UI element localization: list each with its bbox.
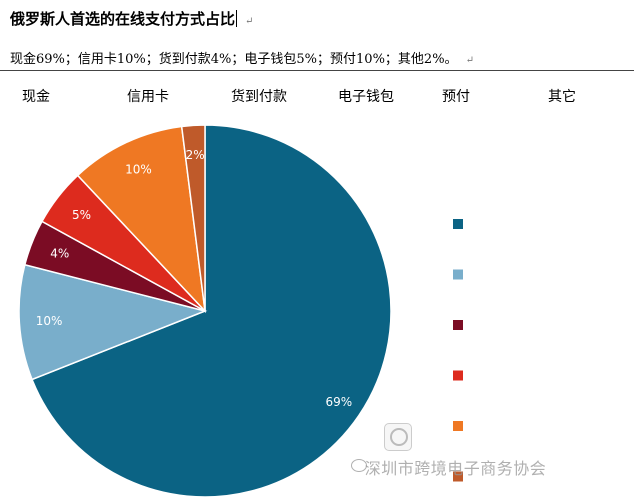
- data-label-0: 69%: [326, 395, 353, 409]
- paragraph-mark-icon: ↵: [245, 16, 254, 27]
- legend-swatch-4: [453, 421, 463, 431]
- watermark-label: 深圳市跨境电子商务协会: [364, 459, 547, 478]
- legend-swatch-3: [453, 370, 463, 381]
- data-label-3: 5%: [72, 208, 91, 222]
- paragraph-mark-icon: ↵: [465, 55, 474, 66]
- category-header-3: 电子钱包: [338, 89, 394, 105]
- category-header-1: 信用卡: [127, 89, 169, 105]
- watermark-logo-icon: [390, 428, 408, 446]
- document-subtitle-text: 现金69%；信用卡10%；货到付款4%；电子钱包5%；预付10%；其他2%。: [10, 52, 458, 67]
- data-label-1: 10%: [36, 314, 63, 328]
- text-cursor: [236, 10, 238, 27]
- horizontal-rule: [0, 70, 634, 71]
- category-header-2: 货到付款: [231, 89, 287, 105]
- legend-swatch-1: [453, 269, 463, 280]
- document-title: 俄罗斯人首选的在线支付方式占比 ↵: [10, 8, 253, 29]
- pie-slice-1: [18, 263, 208, 381]
- legend-swatch-5: [453, 471, 463, 482]
- category-header-0: 现金: [22, 89, 50, 105]
- data-label-2: 4%: [50, 246, 69, 260]
- document-title-text: 俄罗斯人首选的在线支付方式占比: [10, 10, 236, 28]
- category-header-4: 预付: [442, 89, 470, 105]
- legend-swatch-2: [453, 320, 463, 330]
- pie-slice-4: [76, 125, 207, 314]
- legend-swatch-0: [453, 219, 463, 229]
- pie-slice-5: [180, 124, 206, 312]
- data-label-4: 10%: [125, 163, 152, 177]
- data-label-5: 2%: [186, 148, 205, 162]
- pie-slice-0: [31, 124, 392, 498]
- watermark-text: 深圳市跨境电子商务协会: [348, 455, 546, 479]
- wechat-icon: [351, 459, 367, 472]
- document-subtitle: 现金69%；信用卡10%；货到付款4%；电子钱包5%；预付10%；其他2%。 ↵: [10, 48, 474, 67]
- category-header-5: 其它: [548, 89, 576, 105]
